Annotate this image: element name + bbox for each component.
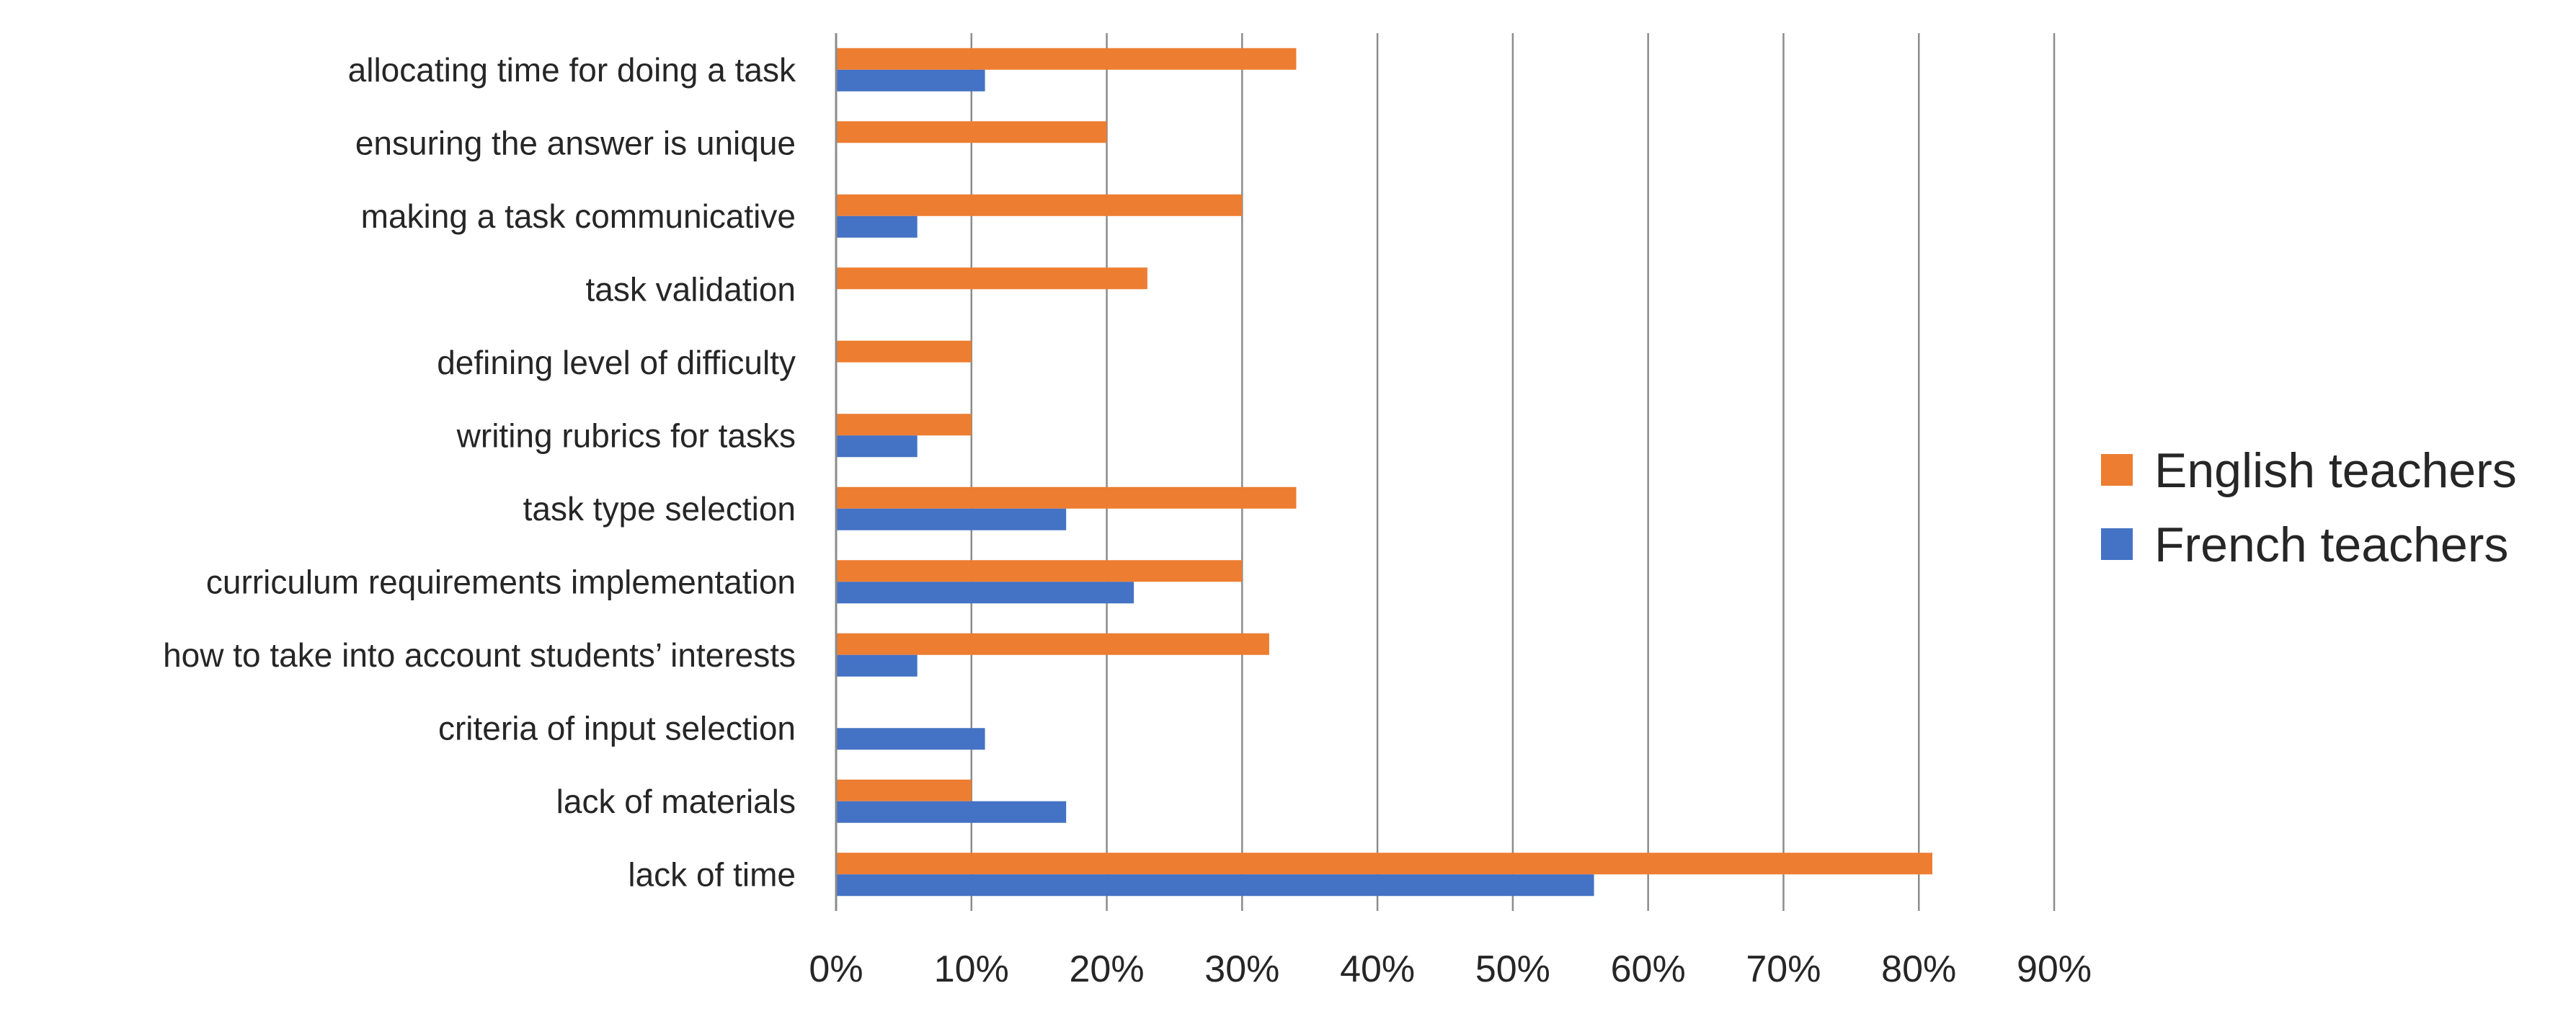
x-tick-labels: 0% 10% 20% 30% 40% 50% 60% 70% 80% 90% [809, 948, 2092, 990]
x-tick-label: 20% [1070, 948, 1145, 990]
bar-french [836, 728, 985, 750]
bar-french [836, 69, 985, 92]
legend: English teachers French teachers [2101, 443, 2517, 572]
category-label: making a task communicative [361, 197, 796, 235]
bar-english [836, 853, 1932, 875]
x-tick-label: 10% [934, 948, 1009, 990]
category-label: ensuring the answer is unique [355, 124, 796, 161]
bar-french [836, 508, 1067, 530]
category-label: criteria of input selection [438, 709, 796, 747]
bar-english [836, 486, 1297, 509]
category-labels: allocating time for doing a task ensuring… [163, 51, 796, 894]
x-tick-label: 80% [1881, 948, 1956, 990]
category-label: defining level of difficulty [437, 344, 796, 381]
bar-english [836, 633, 1269, 655]
legend-label: English teachers [2154, 443, 2517, 498]
bar-english [836, 121, 1107, 143]
bar-english [836, 560, 1243, 582]
bar-french [836, 654, 918, 677]
legend-swatch [2101, 528, 2133, 560]
bar-french [836, 874, 1594, 897]
bar-french [836, 582, 1134, 604]
category-label: task type selection [523, 490, 796, 528]
bar-french [836, 215, 918, 238]
bar-english [836, 267, 1147, 290]
category-label: writing rubrics for tasks [456, 417, 796, 454]
category-label: lack of time [628, 855, 796, 893]
bar-english [836, 48, 1297, 70]
bar-french [836, 801, 1067, 823]
legend-swatch [2101, 454, 2133, 486]
x-tick-label: 90% [2017, 948, 2092, 990]
bar-french [836, 435, 918, 458]
category-label: task validation [586, 270, 796, 308]
bar-english [836, 779, 972, 801]
bar-layer [836, 48, 1932, 897]
x-tick-label: 60% [1611, 948, 1686, 990]
x-tick-label: 70% [1746, 948, 1821, 990]
category-label: how to take into account students’ inter… [163, 636, 796, 674]
x-tick-label: 40% [1340, 948, 1415, 990]
x-tick-label: 30% [1204, 948, 1279, 990]
grid-layer [970, 33, 2056, 911]
category-label: lack of materials [556, 783, 796, 820]
x-tick-label: 0% [809, 948, 863, 990]
bar-english [836, 340, 972, 363]
legend-label: French teachers [2154, 517, 2508, 572]
x-tick-label: 50% [1475, 948, 1550, 990]
category-label: curriculum requirements implementation [206, 563, 796, 600]
category-label: allocating time for doing a task [348, 51, 796, 89]
bar-english [836, 414, 972, 436]
bar-english [836, 194, 1243, 216]
